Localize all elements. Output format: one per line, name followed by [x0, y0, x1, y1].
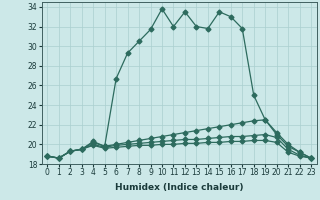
X-axis label: Humidex (Indice chaleur): Humidex (Indice chaleur) — [115, 183, 244, 192]
